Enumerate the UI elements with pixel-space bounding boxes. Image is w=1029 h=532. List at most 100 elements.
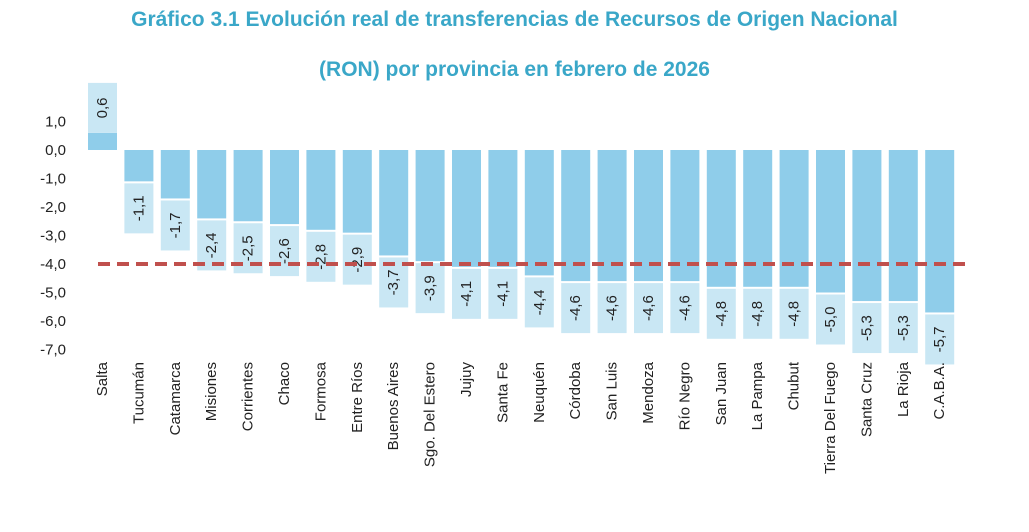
data-label: -4,8 xyxy=(749,301,766,327)
data-label: -4,1 xyxy=(458,281,475,307)
data-label: -4,4 xyxy=(531,289,548,315)
data-label-box xyxy=(816,294,845,345)
data-label-box xyxy=(925,314,955,365)
data-label: -4,6 xyxy=(676,295,693,321)
y-tick-label: -5,0 xyxy=(40,285,66,302)
category-label: Chubut xyxy=(786,361,803,410)
y-tick-label: -1,0 xyxy=(40,171,66,188)
data-label-box xyxy=(743,288,773,339)
category-label: Buenos Aires xyxy=(385,362,402,450)
category-label: Chaco xyxy=(276,362,293,405)
category-label: Tucumán xyxy=(130,362,147,424)
data-label: -2,9 xyxy=(349,247,366,273)
y-tick-label: -3,0 xyxy=(40,228,66,245)
data-label: -4,8 xyxy=(713,301,730,327)
data-label: -3,9 xyxy=(422,275,439,301)
data-label: -1,7 xyxy=(167,213,184,239)
category-label: Catamarca xyxy=(167,361,184,435)
category-label: Misiones xyxy=(203,362,220,421)
data-label-box xyxy=(779,288,809,339)
data-label: -2,4 xyxy=(203,232,220,258)
bar xyxy=(524,150,554,276)
chart-title-line2: (RON) por provincia en febrero de 2026 xyxy=(319,58,710,81)
category-label: La Pampa xyxy=(749,361,766,430)
data-label: -4,8 xyxy=(786,301,803,327)
y-tick-label: -4,0 xyxy=(40,256,66,273)
y-tick-label: -7,0 xyxy=(40,342,66,359)
data-label-box xyxy=(160,200,190,251)
bar xyxy=(852,150,882,302)
data-label-box xyxy=(634,283,663,334)
bar xyxy=(233,150,263,222)
category-label: Formosa xyxy=(312,361,329,421)
category-label: Sgo. Del Estero xyxy=(422,362,439,467)
bar xyxy=(452,150,481,267)
data-label: -4,6 xyxy=(567,295,584,321)
bar xyxy=(270,150,299,225)
data-label: -4,6 xyxy=(640,295,657,321)
data-label: -5,7 xyxy=(931,327,948,353)
data-label-box xyxy=(124,183,154,234)
category-label: Salta xyxy=(94,361,111,396)
category-label: Tierra Del Fuego xyxy=(822,362,839,474)
category-label: Neuquén xyxy=(531,362,548,423)
data-label: -3,7 xyxy=(385,270,402,296)
category-label: Jujuy xyxy=(458,362,475,398)
y-tick-label: -2,0 xyxy=(40,199,66,216)
data-label-box xyxy=(270,226,299,277)
data-label-box xyxy=(88,82,117,133)
bar xyxy=(597,150,627,282)
bar xyxy=(888,150,918,302)
data-label: 0,6 xyxy=(94,97,111,118)
bar xyxy=(197,150,227,219)
category-label: C.A.B.A. xyxy=(931,362,948,420)
bar xyxy=(561,150,591,282)
category-label: Mendoza xyxy=(640,361,657,423)
y-tick-label: 1,0 xyxy=(45,114,66,131)
bar xyxy=(160,150,190,199)
data-label-box xyxy=(415,263,445,314)
category-label: Córdoba xyxy=(567,361,584,419)
bar xyxy=(743,150,773,287)
bar xyxy=(415,150,445,262)
data-label-box xyxy=(670,283,700,334)
data-label-box xyxy=(706,288,736,339)
category-label: San Juan xyxy=(713,362,730,425)
chart-title-line1: Gráfico 3.1 Evolución real de transferen… xyxy=(131,8,898,31)
bar xyxy=(816,150,845,293)
category-label: Entre Ríos xyxy=(349,362,366,433)
bar xyxy=(379,150,409,256)
y-tick-label: -6,0 xyxy=(40,313,66,330)
category-label: San Luis xyxy=(604,362,621,420)
data-label-box xyxy=(597,283,627,334)
data-label: -2,5 xyxy=(240,235,257,261)
bar xyxy=(488,150,518,267)
bar xyxy=(779,150,809,287)
bar xyxy=(306,150,336,230)
category-label: Santa Fe xyxy=(494,362,511,423)
y-tick-label: 0,0 xyxy=(45,142,66,159)
data-label: -1,1 xyxy=(130,195,147,221)
data-label-box xyxy=(888,303,918,354)
bar xyxy=(88,132,117,150)
bar xyxy=(670,150,700,282)
data-label-box xyxy=(524,277,554,328)
data-label-box xyxy=(342,234,372,285)
bar xyxy=(634,150,663,282)
data-label: -5,0 xyxy=(822,307,839,333)
bar xyxy=(706,150,736,287)
category-label: Corrientes xyxy=(240,362,257,431)
data-label: -2,6 xyxy=(276,238,293,264)
data-label-box xyxy=(452,268,481,319)
category-label: Santa Cruz xyxy=(858,362,875,437)
data-label: -5,3 xyxy=(895,315,912,341)
data-label: -5,3 xyxy=(858,315,875,341)
data-label-box xyxy=(561,283,591,334)
data-label-box xyxy=(306,231,336,282)
data-label-box xyxy=(852,303,882,354)
data-label-box xyxy=(488,268,518,319)
category-label: Río Negro xyxy=(676,362,693,430)
data-label: -4,6 xyxy=(604,295,621,321)
data-label: -4,1 xyxy=(494,281,511,307)
